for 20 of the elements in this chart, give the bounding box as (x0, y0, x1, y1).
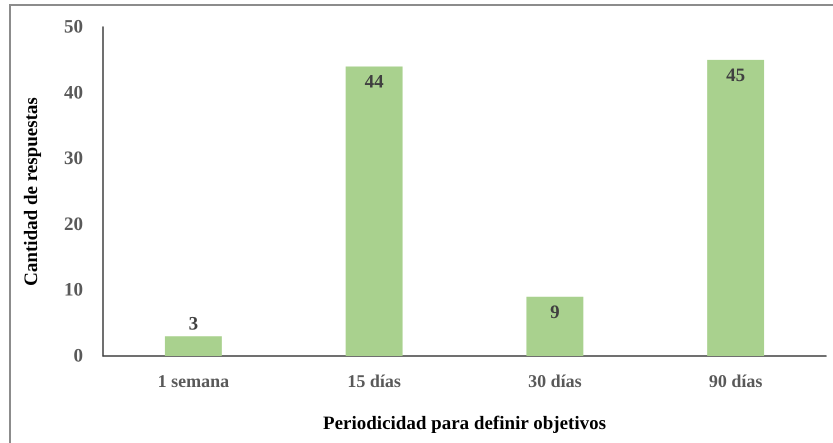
y-tick-label: 50 (64, 16, 83, 38)
bar (707, 60, 764, 356)
x-tick-label: 30 días (528, 371, 582, 391)
data-label: 3 (188, 313, 198, 334)
bar (164, 336, 222, 356)
y-axis-title: Cantidad de respuestas (21, 97, 42, 286)
bar (526, 296, 584, 356)
y-tick-label: 20 (64, 214, 83, 235)
x-tick-label: 90 días (708, 371, 762, 391)
y-tick-label: 30 (64, 148, 83, 170)
x-tick-label: 15 días (347, 371, 401, 391)
x-axis-title: Periodicidad para definir objetivos (322, 413, 606, 434)
y-tick-label: 0 (74, 346, 83, 366)
y-tick-label: 40 (64, 82, 83, 104)
bar (346, 66, 403, 356)
data-label: 45 (726, 64, 746, 86)
x-tick-label: 1 semana (158, 371, 230, 391)
y-tick-label: 10 (64, 280, 83, 301)
data-label: 9 (550, 302, 560, 323)
data-label: 44 (364, 71, 384, 92)
